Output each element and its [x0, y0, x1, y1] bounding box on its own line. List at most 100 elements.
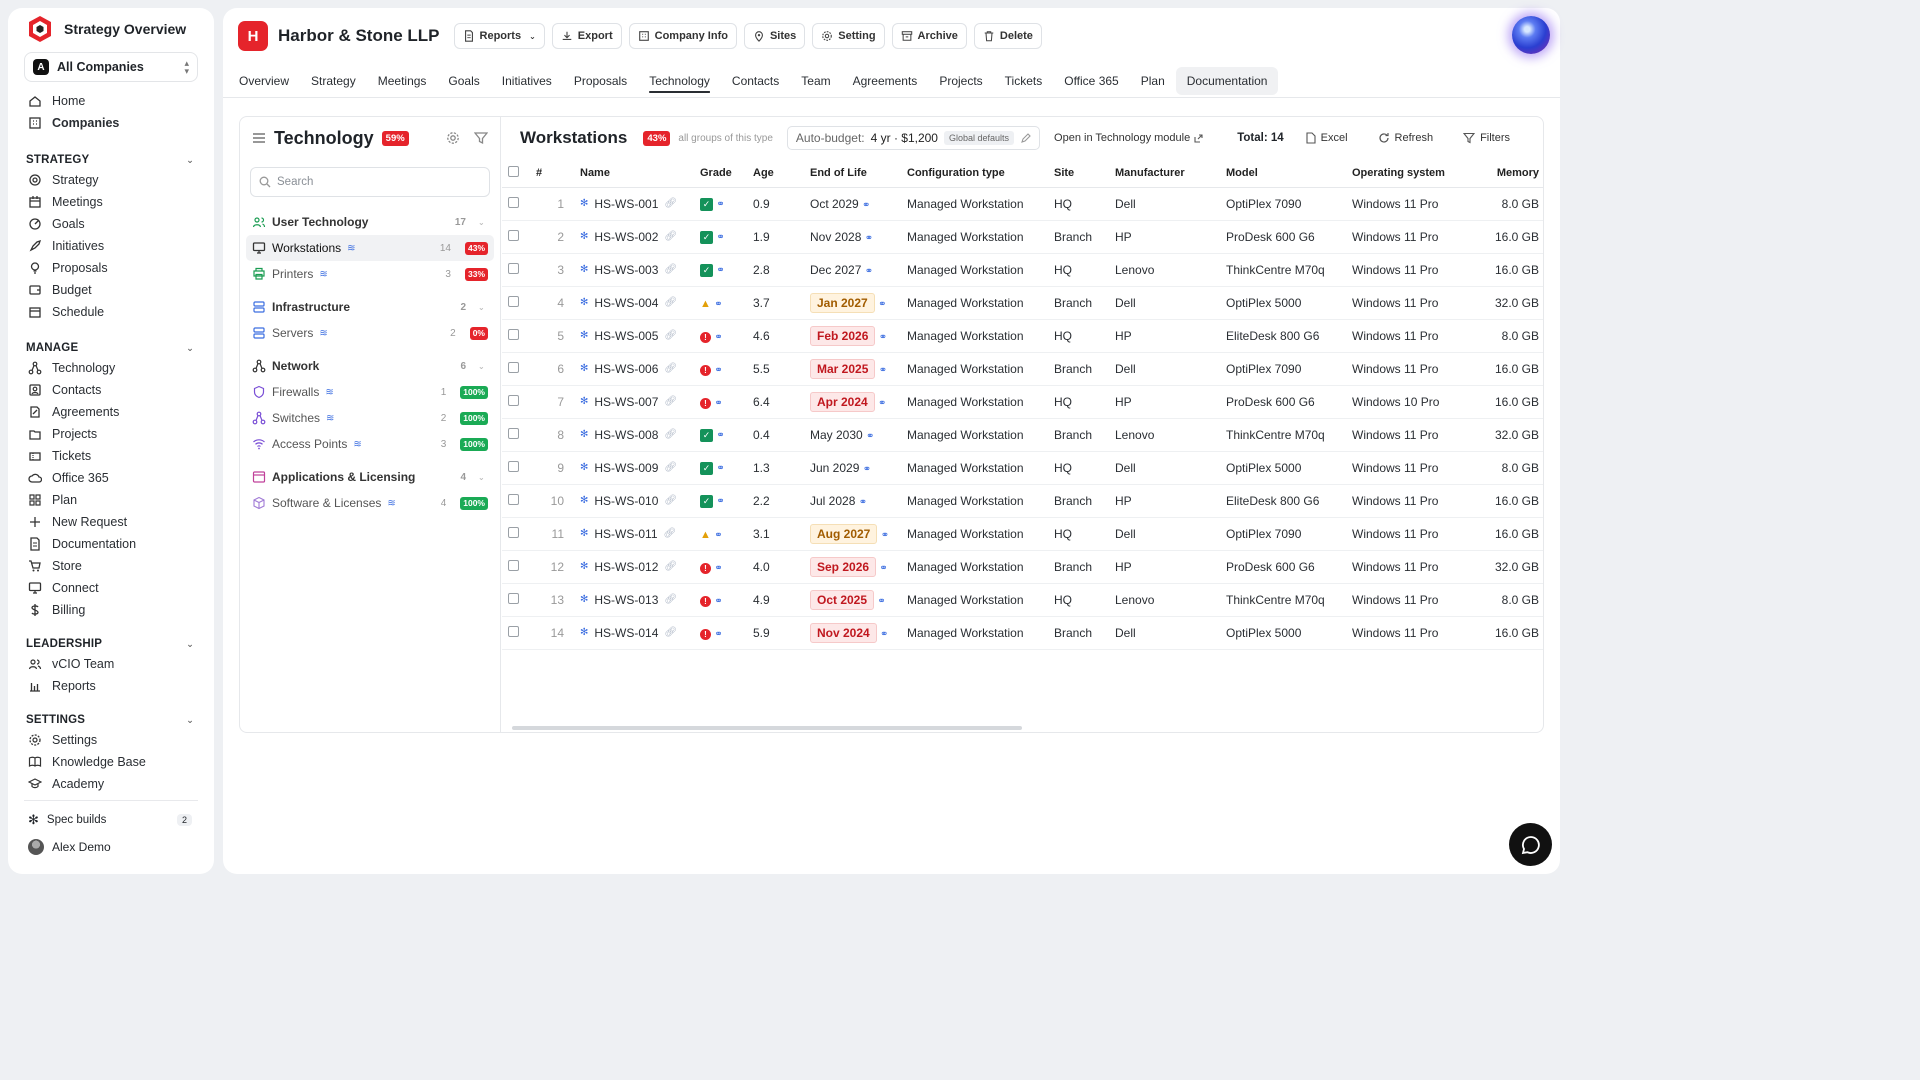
link-icon[interactable]: ⚭ — [716, 265, 725, 276]
asset-name-link[interactable]: HS-WS-001 — [594, 196, 659, 211]
asset-name-link[interactable]: HS-WS-009 — [594, 460, 659, 475]
brand[interactable]: Strategy Overview — [24, 8, 198, 50]
link-icon[interactable]: 🔗︎ — [664, 297, 678, 308]
table-row[interactable]: 9 ✻ HS-WS-009 🔗︎ ✓ ⚭ 1.3 Jun 2029 ⚭ Managed Wor… — [502, 451, 1543, 485]
link-icon[interactable]: ⚭ — [714, 628, 723, 640]
row-checkbox[interactable] — [508, 196, 519, 208]
table-row[interactable]: 7 ✻ HS-WS-007 🔗︎! ⚭ 6.4 Apr 2024 ⚭ Managed Wor… — [502, 385, 1543, 419]
link-icon[interactable]: 🔗︎ — [664, 594, 678, 605]
asset-name-link[interactable]: HS-WS-005 — [594, 328, 659, 343]
select-all-checkbox[interactable] — [508, 165, 519, 177]
tab-goals[interactable]: Goals — [448, 73, 480, 88]
delete-button[interactable]: Delete — [973, 23, 1042, 49]
link-icon[interactable]: 🔗︎ — [664, 264, 678, 275]
sidebar-item-proposals[interactable]: Proposals — [24, 257, 198, 279]
chat-button[interactable] — [1509, 823, 1552, 866]
reports-button[interactable]: Reports ⌄ — [453, 23, 545, 49]
company-selector[interactable]: A All Companies ▴ ▾ — [24, 52, 198, 82]
sidebar-item-connect[interactable]: Connect — [24, 577, 198, 599]
pencil-icon[interactable] — [1020, 132, 1031, 144]
tab-strategy[interactable]: Strategy — [311, 73, 356, 88]
table-row[interactable]: 12 ✻ HS-WS-012 🔗︎! ⚭ 4.0 Sep 2026 ⚭ Managed Wo… — [502, 550, 1543, 584]
sidebar-section-header[interactable]: SETTINGS ⌄ — [24, 711, 198, 729]
export-button[interactable]: Export — [551, 23, 622, 49]
asset-name-link[interactable]: HS-WS-013 — [594, 592, 659, 607]
link-icon[interactable]: ⚭ — [716, 430, 725, 441]
tab-agreements[interactable]: Agreements — [852, 73, 918, 88]
category-software-licenses[interactable]: Software & Licenses ≋ 4 100% — [246, 490, 494, 516]
row-checkbox[interactable] — [508, 295, 519, 307]
link-icon[interactable]: ⚭ — [716, 496, 725, 507]
tab-overview[interactable]: Overview — [239, 73, 290, 88]
category-user-technology[interactable]: User Technology 17 ⌄ — [246, 209, 494, 235]
asset-name-link[interactable]: HS-WS-011 — [594, 526, 658, 541]
asset-name-link[interactable]: HS-WS-007 — [594, 394, 659, 409]
table-row[interactable]: 13 ✻ HS-WS-013 🔗︎! ⚭ 4.9 Oct 2025 ⚭ Managed Wo… — [502, 583, 1543, 617]
sidebar-item-vcio-team[interactable]: vCIO Team — [24, 653, 198, 675]
tab-technology[interactable]: Technology — [649, 73, 710, 88]
user-profile[interactable]: Alex Demo — [24, 836, 198, 858]
link-icon[interactable]: 🔗︎ — [664, 231, 678, 242]
sidebar-item-initiatives[interactable]: Initiatives — [24, 235, 198, 257]
setting-button[interactable]: Setting — [812, 23, 885, 49]
asset-name-link[interactable]: HS-WS-002 — [594, 229, 659, 244]
sidebar-item-tickets[interactable]: Tickets — [24, 445, 198, 467]
filter-icon[interactable] — [474, 131, 488, 145]
link-icon[interactable]: ⚭ — [714, 562, 723, 574]
sidebar-item-contacts[interactable]: Contacts — [24, 379, 198, 401]
sidebar-item-plan[interactable]: Plan — [24, 489, 198, 511]
sidebar-item-store[interactable]: Store — [24, 555, 198, 577]
tab-documentation[interactable]: Documentation — [1175, 66, 1279, 95]
table-row[interactable]: 1 ✻ HS-WS-001 🔗︎ ✓ ⚭ 0.9 Oct 2029 ⚭ Managed Wor… — [502, 187, 1543, 221]
asset-name-link[interactable]: HS-WS-006 — [594, 361, 659, 376]
sidebar-item-goals[interactable]: Goals — [24, 213, 198, 235]
link-icon[interactable]: ⚭ — [864, 232, 874, 244]
row-checkbox[interactable] — [508, 262, 519, 274]
column-header-age[interactable]: Age — [753, 159, 810, 188]
link-icon[interactable]: ⚭ — [878, 298, 887, 310]
column-header-end-of-life[interactable]: End of Life — [810, 159, 907, 188]
sidebar-item-technology[interactable]: Technology — [24, 357, 198, 379]
refresh-button[interactable]: Refresh — [1378, 132, 1433, 144]
tab-tickets[interactable]: Tickets — [1004, 73, 1043, 88]
link-icon[interactable]: ⚭ — [714, 331, 723, 343]
column-header-site[interactable]: Site — [1054, 159, 1115, 188]
row-checkbox[interactable] — [508, 625, 519, 637]
link-icon[interactable]: 🔗︎ — [664, 330, 678, 341]
asset-name-link[interactable]: HS-WS-008 — [594, 427, 659, 442]
category-printers[interactable]: Printers ≋ 3 33% — [246, 261, 494, 287]
column-header-manufacturer[interactable]: Manufacturer — [1115, 159, 1226, 188]
spec-builds[interactable]: ✻ Spec builds 2 — [24, 809, 198, 831]
category-applications-licensing[interactable]: Applications & Licensing 4 ⌄ — [246, 464, 494, 490]
row-checkbox[interactable] — [508, 427, 519, 439]
category-access-points[interactable]: Access Points ≋ 3 100% — [246, 431, 494, 457]
table-row[interactable]: 10 ✻ HS-WS-010 🔗︎ ✓ ⚭ 2.2 Jul 2028 ⚭ Managed Wo… — [502, 484, 1543, 518]
category-firewalls[interactable]: Firewalls ≋ 1 100% — [246, 379, 494, 405]
link-icon[interactable]: ⚭ — [880, 628, 889, 640]
company-info-button[interactable]: Company Info — [628, 23, 737, 49]
column-header-grade[interactable]: Grade — [700, 159, 753, 188]
assistant-orb-button[interactable] — [1512, 16, 1550, 54]
sidebar-item-documentation[interactable]: Documentation — [24, 533, 198, 555]
menu-icon[interactable] — [252, 132, 266, 144]
archive-button[interactable]: Archive — [891, 23, 967, 49]
column-header-model[interactable]: Model — [1226, 159, 1352, 188]
table-row[interactable]: 4 ✻ HS-WS-004 🔗︎ ▲ ⚭ 3.7 Jan 2027 ⚭ Managed Wor… — [502, 286, 1543, 320]
sidebar-section-header[interactable]: MANAGE ⌄ — [24, 339, 198, 357]
sidebar-item-home[interactable]: Home — [24, 90, 198, 112]
category-workstations[interactable]: Workstations ≋ 14 43% — [246, 235, 494, 261]
link-icon[interactable]: ⚭ — [716, 199, 725, 210]
link-icon[interactable]: 🔗︎ — [664, 429, 678, 440]
filters-button[interactable]: Filters — [1463, 132, 1510, 144]
row-checkbox[interactable] — [508, 493, 519, 505]
sidebar-item-new-request[interactable]: New Request — [24, 511, 198, 533]
category-servers[interactable]: Servers ≋ 2 0% — [246, 320, 494, 346]
link-icon[interactable]: ⚭ — [866, 430, 875, 442]
tab-proposals[interactable]: Proposals — [573, 73, 628, 88]
link-icon[interactable]: 🔗︎ — [664, 495, 678, 506]
sidebar-section-header[interactable]: STRATEGY ⌄ — [24, 151, 198, 169]
link-icon[interactable]: 🔗︎ — [664, 396, 678, 407]
link-icon[interactable]: 🔗︎ — [664, 198, 678, 209]
link-icon[interactable]: ⚭ — [862, 463, 872, 475]
sidebar-item-schedule[interactable]: Schedule — [24, 301, 198, 323]
